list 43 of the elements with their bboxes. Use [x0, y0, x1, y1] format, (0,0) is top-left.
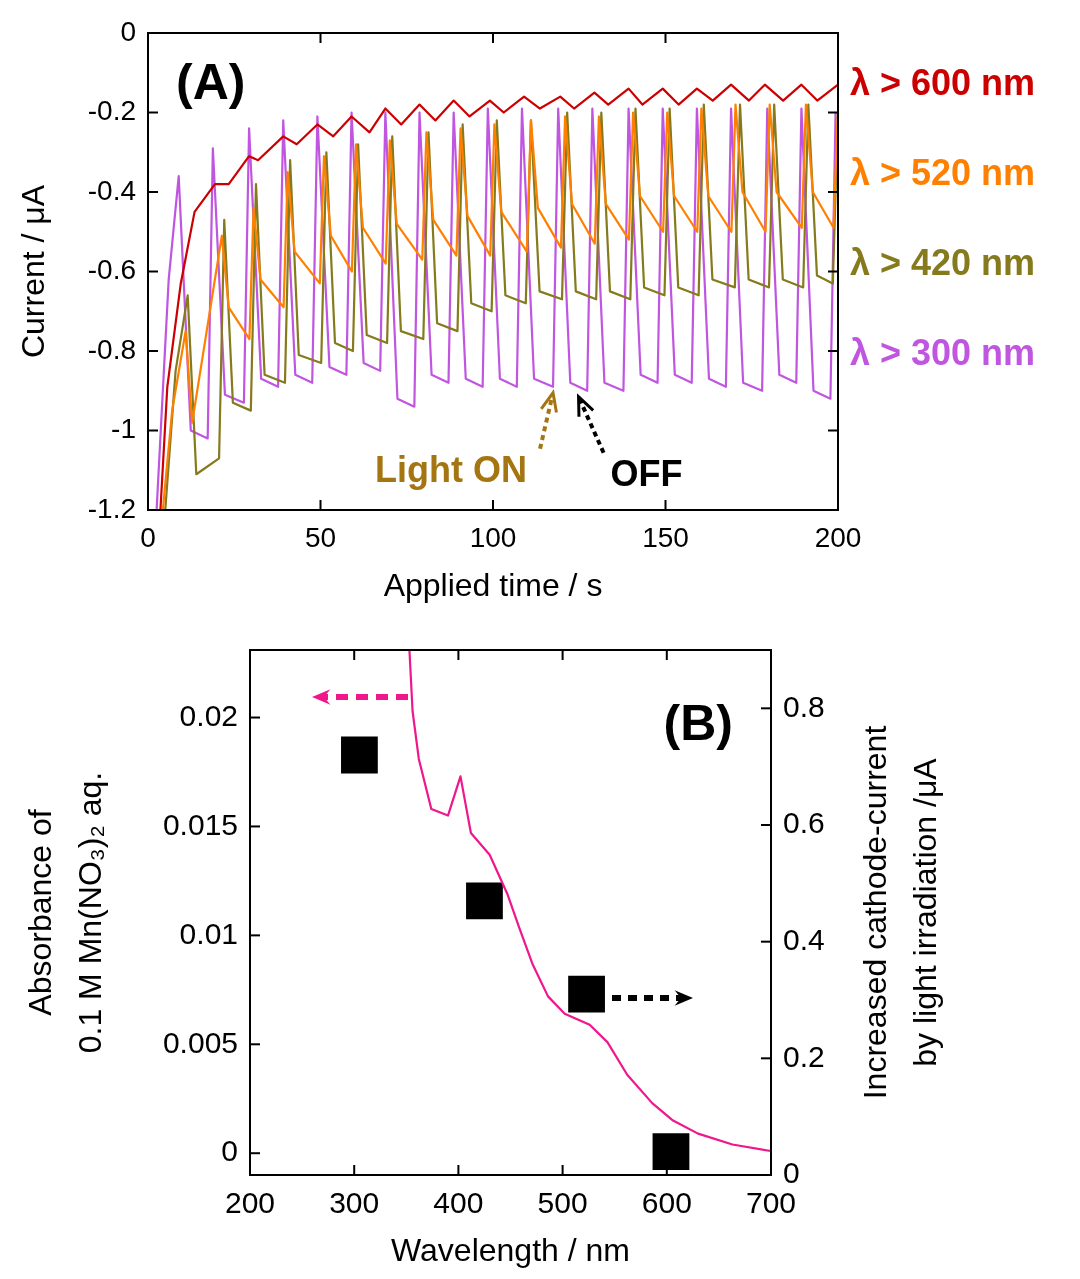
y-axis-title: Current / μA [14, 184, 51, 359]
y-axis-title: Absorbance of 0.1 M Mn(NO₃)₂ aq. [21, 771, 108, 1054]
y2-axis-title: Increased cathode-current by light irradiation /μA [856, 725, 943, 1100]
x-tick-label: 400 [433, 1186, 484, 1220]
x-tick-label: 200 [224, 1186, 276, 1220]
y-tick-label: 0.015 [162, 807, 238, 841]
series-label: λ > 300 nm [850, 331, 1036, 373]
point [568, 975, 605, 1013]
x-axis-title: Applied time / s [383, 566, 603, 603]
x-tick-label: 150 [642, 521, 689, 553]
series-label: λ > 420 nm [850, 241, 1036, 283]
annotation: Light ON [375, 448, 528, 490]
x-axis-title: Wavelength / nm [391, 1231, 630, 1268]
y-tick-label: -0.6 [87, 254, 136, 286]
series-label: λ > 520 nm [850, 151, 1036, 193]
point [652, 1133, 690, 1171]
annotation: (A) [176, 53, 246, 110]
series-label: λ > 600 nm [850, 61, 1036, 103]
y2-tick-label: 0.2 [783, 1039, 825, 1073]
y-tick-label: -0.2 [87, 95, 136, 127]
y-tick-label: -1.2 [87, 492, 136, 524]
x-tick-label: 100 [469, 521, 517, 553]
y-tick-label: 0 [120, 15, 136, 47]
y-tick-label: 0.005 [162, 1025, 238, 1059]
annotation: OFF [610, 452, 683, 494]
annotation: (B) [663, 694, 733, 751]
y2-tick-label: 0.4 [783, 922, 825, 956]
x-tick-label: 0 [140, 521, 156, 553]
y2-tick-label: 0.8 [783, 689, 825, 723]
point [341, 736, 378, 774]
x-tick-label: 50 [304, 521, 337, 553]
y2-tick-label: 0.6 [783, 806, 825, 840]
x-tick-label: 200 [814, 521, 862, 553]
y-tick-label: 0.02 [179, 698, 238, 732]
x-tick-label: 600 [641, 1186, 692, 1220]
x-tick-label: 300 [329, 1186, 380, 1220]
y-tick-label: 0.01 [179, 916, 238, 950]
y-tick-label: -0.8 [87, 333, 136, 365]
x-tick-label: 500 [537, 1186, 588, 1220]
y-tick-label: -1 [111, 413, 136, 445]
y-tick-label: -0.4 [87, 174, 136, 206]
y-tick-label: 0 [221, 1134, 238, 1168]
point [466, 882, 503, 920]
